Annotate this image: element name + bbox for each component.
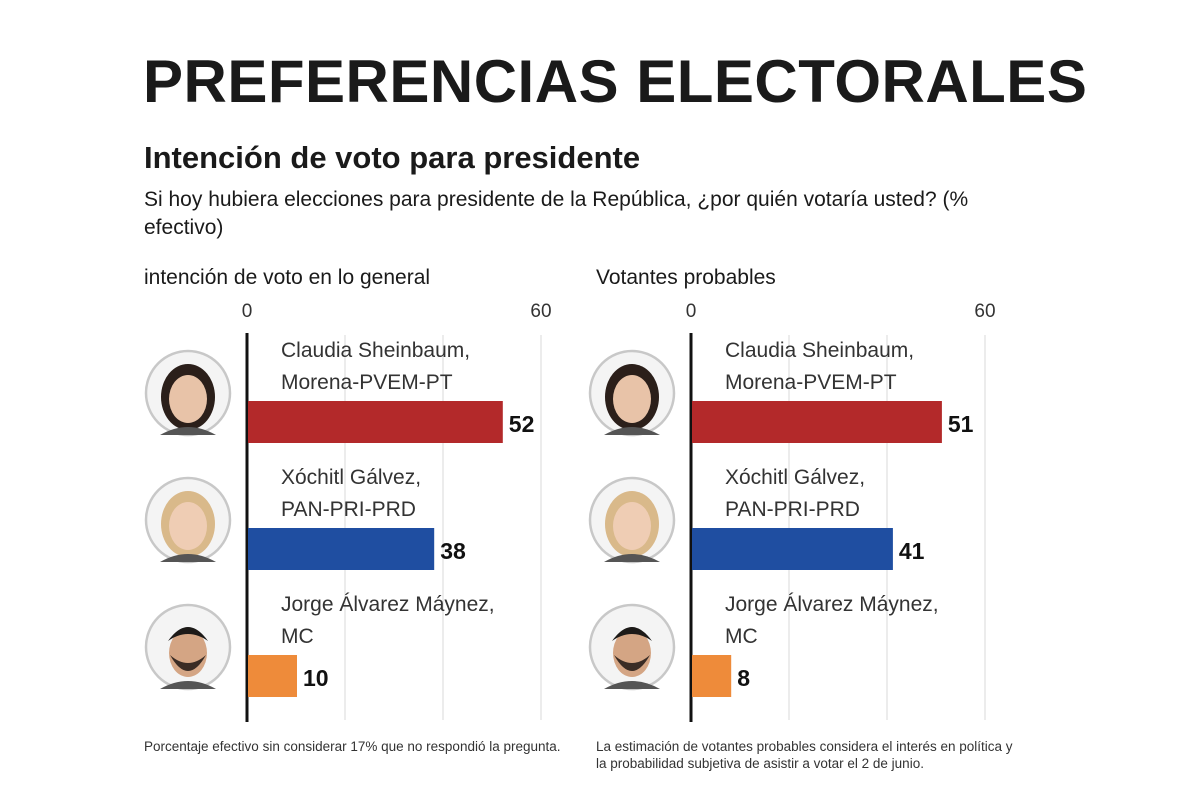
avatar-hair: [168, 627, 208, 641]
avatar-face: [169, 502, 207, 550]
bar: [692, 528, 893, 570]
candidate-label: Xóchitl Gálvez,: [281, 466, 421, 489]
data-label: 10: [303, 665, 329, 691]
avatar-hair: [612, 627, 652, 641]
footnote-probables: La estimación de votantes probables cons…: [596, 739, 1013, 771]
avatar-shoulders: [604, 681, 660, 689]
candidate-avatar: [588, 603, 676, 691]
avatar-shoulders: [160, 554, 216, 562]
candidate-label: MC: [281, 625, 314, 648]
data-label: 8: [737, 665, 750, 691]
data-label: 52: [509, 411, 535, 437]
candidate-label: Claudia Sheinbaum,: [725, 339, 914, 362]
candidate-label: MC: [725, 625, 758, 648]
candidate-label: Claudia Sheinbaum,: [281, 339, 470, 362]
avatar-shoulders: [604, 427, 660, 435]
bar: [248, 528, 435, 570]
candidate-avatar: [144, 349, 232, 437]
data-label: 51: [948, 411, 974, 437]
candidate-label: Jorge Álvarez Máynez,: [281, 593, 495, 616]
bar: [692, 655, 732, 697]
candidate-label: Morena-PVEM-PT: [725, 371, 897, 394]
avatar-face: [613, 375, 651, 423]
panel-title-general: intención de voto en lo general: [144, 266, 431, 289]
avatar-face: [613, 502, 651, 550]
bar: [248, 655, 297, 697]
candidate-avatar: [144, 603, 232, 691]
bar: [692, 401, 942, 443]
panel-title-probables: Votantes probables: [596, 266, 776, 289]
footnote-general: Porcentaje efectivo sin considerar 17% q…: [144, 739, 561, 754]
survey-question: Si hoy hubiera elecciones para president…: [144, 188, 969, 239]
chart-1: 0 60 Claudia Sheinbaum, Morena-PVEM-PT 51 Xóc…: [588, 301, 996, 722]
candidate-avatar: [588, 476, 676, 564]
tick-label: 60: [530, 301, 551, 322]
avatar-face: [169, 375, 207, 423]
avatar-shoulders: [160, 681, 216, 689]
bar: [248, 401, 503, 443]
candidate-avatar: [144, 476, 232, 564]
avatar-beard: [170, 655, 206, 671]
candidate-label: PAN-PRI-PRD: [281, 498, 416, 521]
avatar-shoulders: [604, 554, 660, 562]
candidate-label: Jorge Álvarez Máynez,: [725, 593, 939, 616]
tick-label: 0: [242, 301, 253, 322]
tick-label: 60: [974, 301, 995, 322]
candidate-label: Xóchitl Gálvez,: [725, 466, 865, 489]
candidate-avatar: [588, 349, 676, 437]
avatar-beard: [614, 655, 650, 671]
data-label: 38: [440, 538, 466, 564]
subtitle: Intención de voto para presidente: [144, 140, 641, 175]
data-label: 41: [899, 538, 925, 564]
avatar-shoulders: [160, 427, 216, 435]
page-title: PREFERENCIAS ELECTORALES: [143, 48, 1088, 115]
candidate-label: PAN-PRI-PRD: [725, 498, 860, 521]
tick-label: 0: [686, 301, 697, 322]
chart-0: 0 60 Claudia Sheinbaum, Morena-PVEM-PT 52 Xóc…: [144, 301, 552, 722]
candidate-label: Morena-PVEM-PT: [281, 371, 453, 394]
